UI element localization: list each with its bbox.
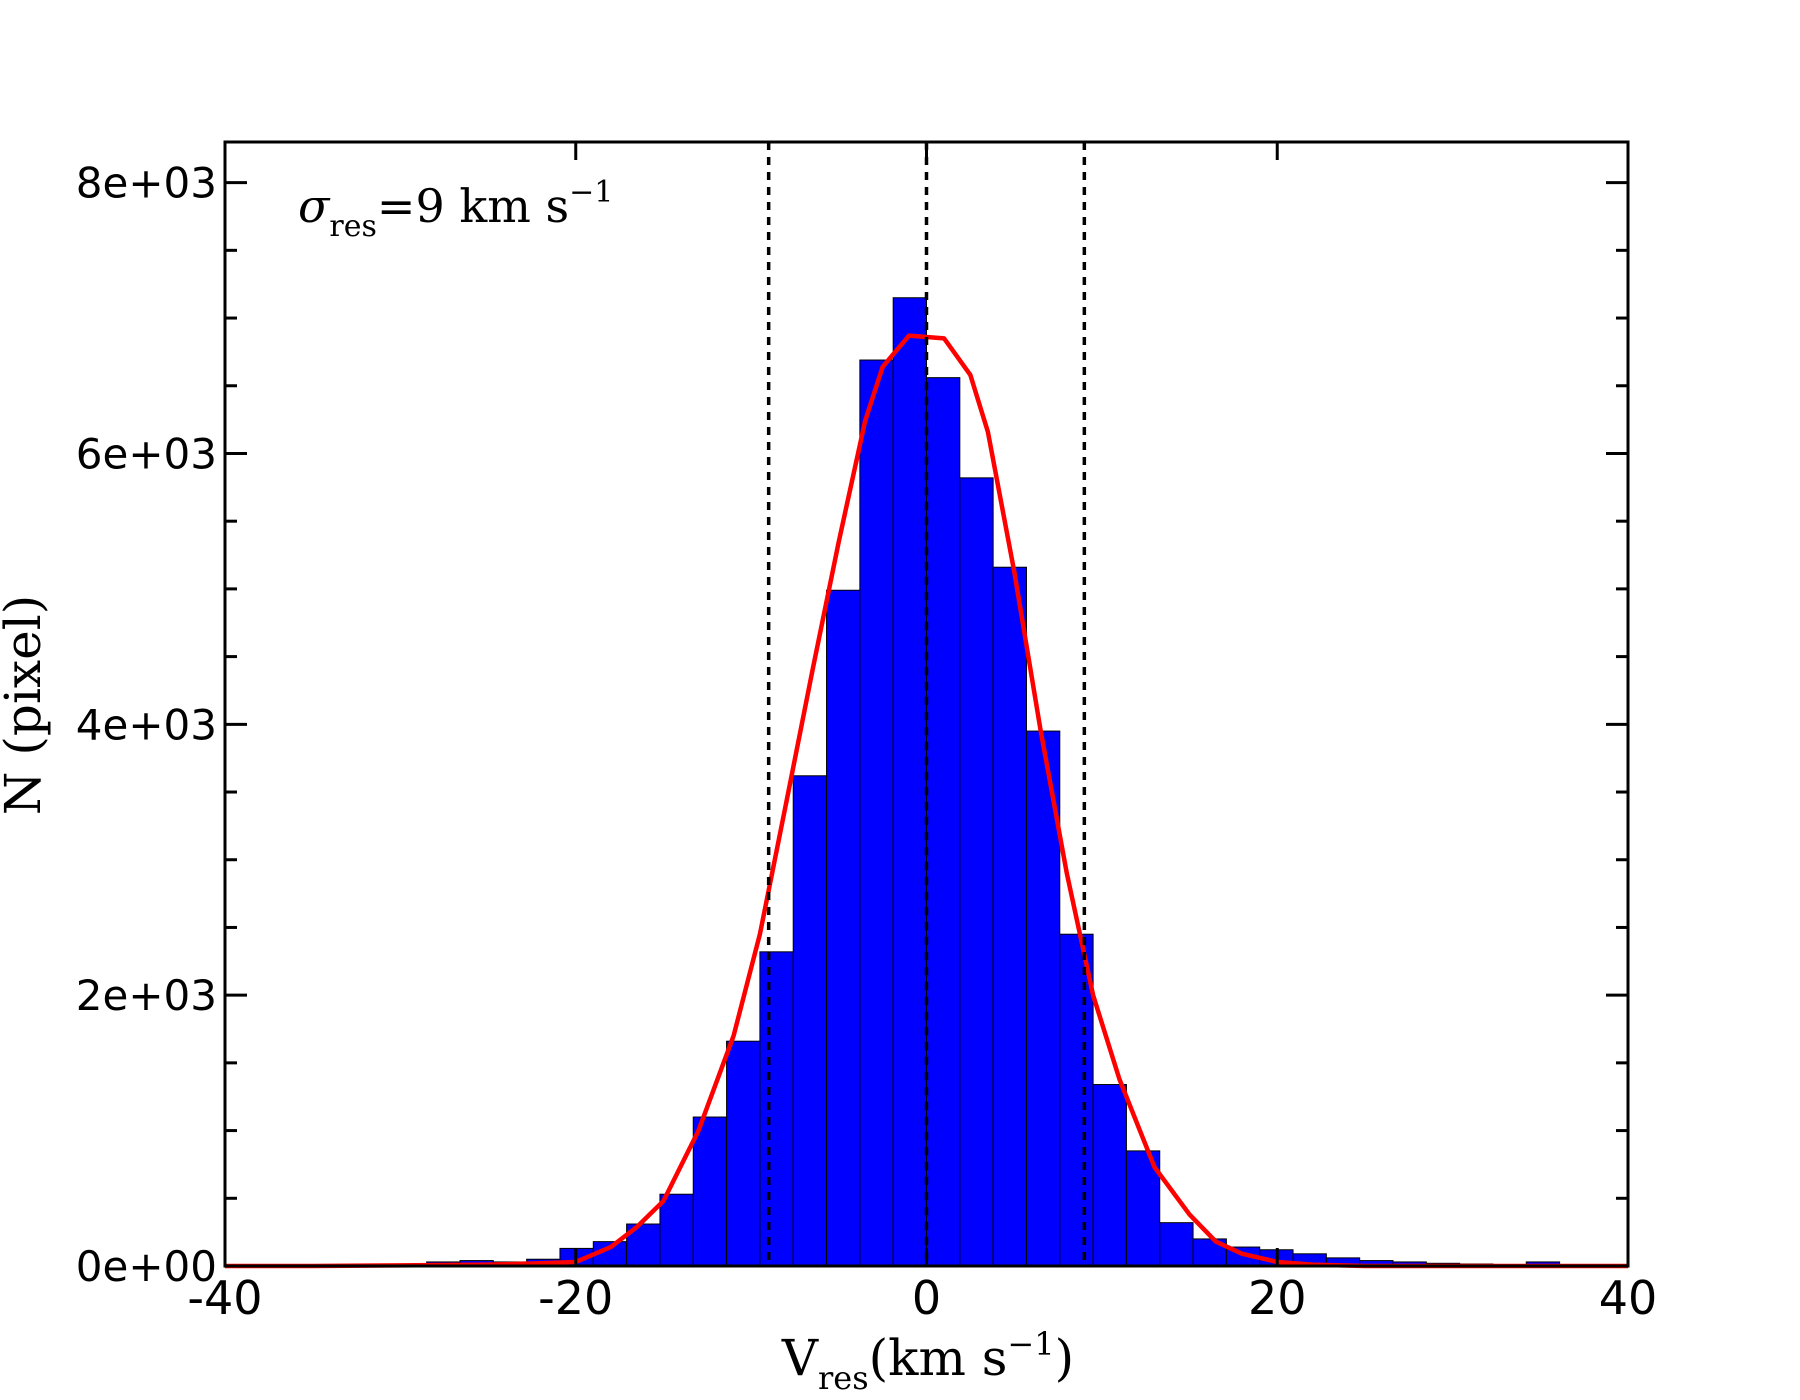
x-tick-label: 20: [1248, 1271, 1307, 1325]
histogram-bar: [992, 566, 1027, 1267]
histogram-bar: [692, 1116, 728, 1267]
axis-ticks: [223, 142, 1630, 1268]
y-tick-label: 8e+03: [76, 159, 217, 208]
y-tick-label: 0e+00: [76, 1242, 217, 1291]
x-tick-label: -40: [187, 1271, 262, 1325]
x-tick-label: -20: [538, 1271, 613, 1325]
histogram-bar: [959, 477, 994, 1267]
reference-lines: [766, 142, 1087, 1266]
x-label-exponent: −1: [1007, 1325, 1054, 1363]
y-tick-label: 6e+03: [76, 429, 217, 478]
sigma-subscript: res: [329, 209, 377, 244]
histogram-bar: [859, 359, 894, 1267]
sigma-unit-exponent: −1: [569, 175, 613, 210]
y-tick-label: 4e+03: [76, 700, 217, 749]
y-axis-label: N (pixel): [0, 595, 52, 815]
x-label-subscript: res: [818, 1359, 869, 1397]
x-tick-label: 40: [1599, 1271, 1658, 1325]
histogram-bar: [892, 297, 928, 1267]
x-tick-label: 0: [912, 1271, 941, 1325]
x-label-close: ): [1055, 1329, 1075, 1387]
histogram-bar: [1159, 1222, 1194, 1267]
histogram-bar: [759, 951, 794, 1267]
x-tick-labels: -40 -20 0 20 40: [187, 1271, 1657, 1325]
sigma-symbol: σ: [298, 179, 331, 233]
histogram-bar: [1059, 933, 1094, 1267]
y-tick-label: 2e+03: [76, 971, 217, 1020]
x-axis-label: Vres(km s−1): [781, 1325, 1074, 1397]
x-label-main: V: [781, 1329, 819, 1387]
histogram-bar: [826, 589, 861, 1267]
histogram-bar: [926, 377, 961, 1267]
sigma-annotation: σres=9 km s−1: [298, 175, 613, 244]
y-tick-labels: 0e+00 2e+03 4e+03 6e+03 8e+03: [76, 159, 217, 1291]
sigma-value: =9 km s: [377, 179, 569, 233]
histogram-bar: [792, 775, 828, 1267]
histogram-bars: [426, 297, 1594, 1267]
histogram-bar: [726, 1040, 761, 1267]
x-label-unit: (km s: [869, 1329, 1008, 1387]
histogram-bar: [1092, 1084, 1127, 1267]
histogram-bar: [659, 1193, 694, 1267]
